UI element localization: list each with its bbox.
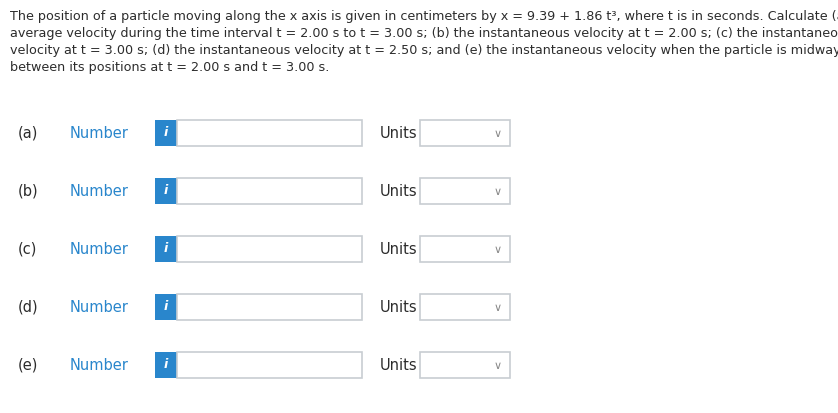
Text: Number: Number [70,126,129,140]
FancyBboxPatch shape [155,236,177,262]
Text: Units: Units [380,126,417,140]
Text: (a): (a) [18,126,39,140]
FancyBboxPatch shape [420,236,510,262]
Text: Number: Number [70,242,129,256]
Text: Units: Units [380,358,417,373]
FancyBboxPatch shape [420,120,510,146]
FancyBboxPatch shape [155,294,177,320]
Text: (d): (d) [18,299,39,315]
FancyBboxPatch shape [177,120,362,146]
Text: between its positions at t = 2.00 s and t = 3.00 s.: between its positions at t = 2.00 s and … [10,61,329,74]
FancyBboxPatch shape [177,236,362,262]
Text: Units: Units [380,242,417,256]
FancyBboxPatch shape [420,352,510,378]
Text: ∨: ∨ [494,187,502,197]
FancyBboxPatch shape [155,352,177,378]
Text: (c): (c) [18,242,38,256]
FancyBboxPatch shape [177,352,362,378]
Text: Number: Number [70,358,129,373]
Text: (b): (b) [18,183,39,199]
Text: i: i [164,126,168,140]
Text: velocity at t = 3.00 s; (d) the instantaneous velocity at t = 2.50 s; and (e) th: velocity at t = 3.00 s; (d) the instanta… [10,44,838,57]
Text: Units: Units [380,183,417,199]
FancyBboxPatch shape [177,178,362,204]
FancyBboxPatch shape [420,178,510,204]
FancyBboxPatch shape [155,120,177,146]
Text: i: i [164,185,168,197]
FancyBboxPatch shape [177,294,362,320]
Text: Units: Units [380,299,417,315]
Text: ∨: ∨ [494,361,502,371]
Text: i: i [164,301,168,313]
FancyBboxPatch shape [155,178,177,204]
FancyBboxPatch shape [420,294,510,320]
Text: ∨: ∨ [494,245,502,255]
Text: Number: Number [70,299,129,315]
Text: ∨: ∨ [494,303,502,313]
Text: i: i [164,242,168,256]
Text: The position of a particle moving along the x axis is given in centimeters by x : The position of a particle moving along … [10,10,838,23]
Text: i: i [164,358,168,372]
Text: (e): (e) [18,358,39,373]
Text: average velocity during the time interval t = 2.00 s to t = 3.00 s; (b) the inst: average velocity during the time interva… [10,27,838,40]
Text: ∨: ∨ [494,129,502,139]
Text: Number: Number [70,183,129,199]
